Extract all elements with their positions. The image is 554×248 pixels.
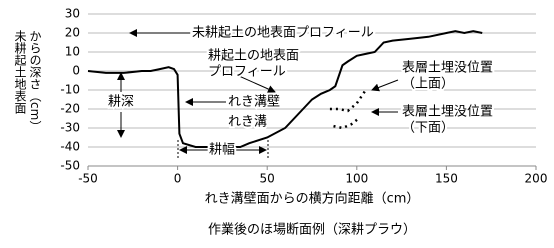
annotation: 未耕起土の地表面プロフィール [192, 25, 374, 41]
y-tick-label: -10 [60, 83, 80, 97]
y-axis-label: からの深さ（cm） [28, 30, 42, 133]
x-tick-label: 200 [525, 172, 548, 186]
arrow [371, 79, 399, 92]
marks [87, 30, 483, 148]
x-tick-label: 100 [345, 172, 368, 186]
annotation: 表層土埋没位置 [402, 61, 493, 76]
caption: 作業後のほ場断面例（深耕プラウ） [208, 222, 416, 238]
annotation: 耕深 [108, 94, 134, 110]
annotation: 表層土埋没位置 [402, 105, 493, 120]
x-tick-label: 0 [174, 172, 182, 186]
annotation: （上面） [402, 77, 454, 92]
data-line [329, 89, 367, 113]
y-tick-label: 0 [72, 64, 80, 78]
annotation: （下面） [402, 121, 454, 136]
arrow [229, 71, 276, 93]
y-tick-label: -30 [60, 121, 80, 135]
y-tick-label: -50 [60, 159, 80, 173]
x-axis-label: れき溝壁面からの横方向距離（cm） [205, 191, 420, 207]
y-axis-label: 未耕起土地表面 [13, 30, 27, 114]
x-tick-label: -50 [78, 172, 98, 186]
y-tick-label: 30 [65, 7, 80, 21]
y-tick-label: 20 [65, 26, 80, 40]
annotation: れき溝 [228, 115, 267, 130]
x-tick-label: 50 [260, 172, 275, 186]
y-tick-label: -40 [60, 140, 80, 154]
annotation: 耕起土の地表面 [208, 48, 299, 64]
y-tick-label: -20 [60, 102, 80, 116]
grid [87, 13, 537, 170]
annotation: 耕幅 [209, 142, 235, 158]
arrows [117, 29, 399, 158]
annotation: れき溝壁 [228, 95, 280, 110]
data-line [87, 30, 483, 148]
annotation: プロフィール [208, 65, 286, 80]
data-line [333, 117, 360, 130]
y-tick-label: 10 [65, 45, 80, 59]
x-tick-label: 150 [435, 172, 458, 186]
